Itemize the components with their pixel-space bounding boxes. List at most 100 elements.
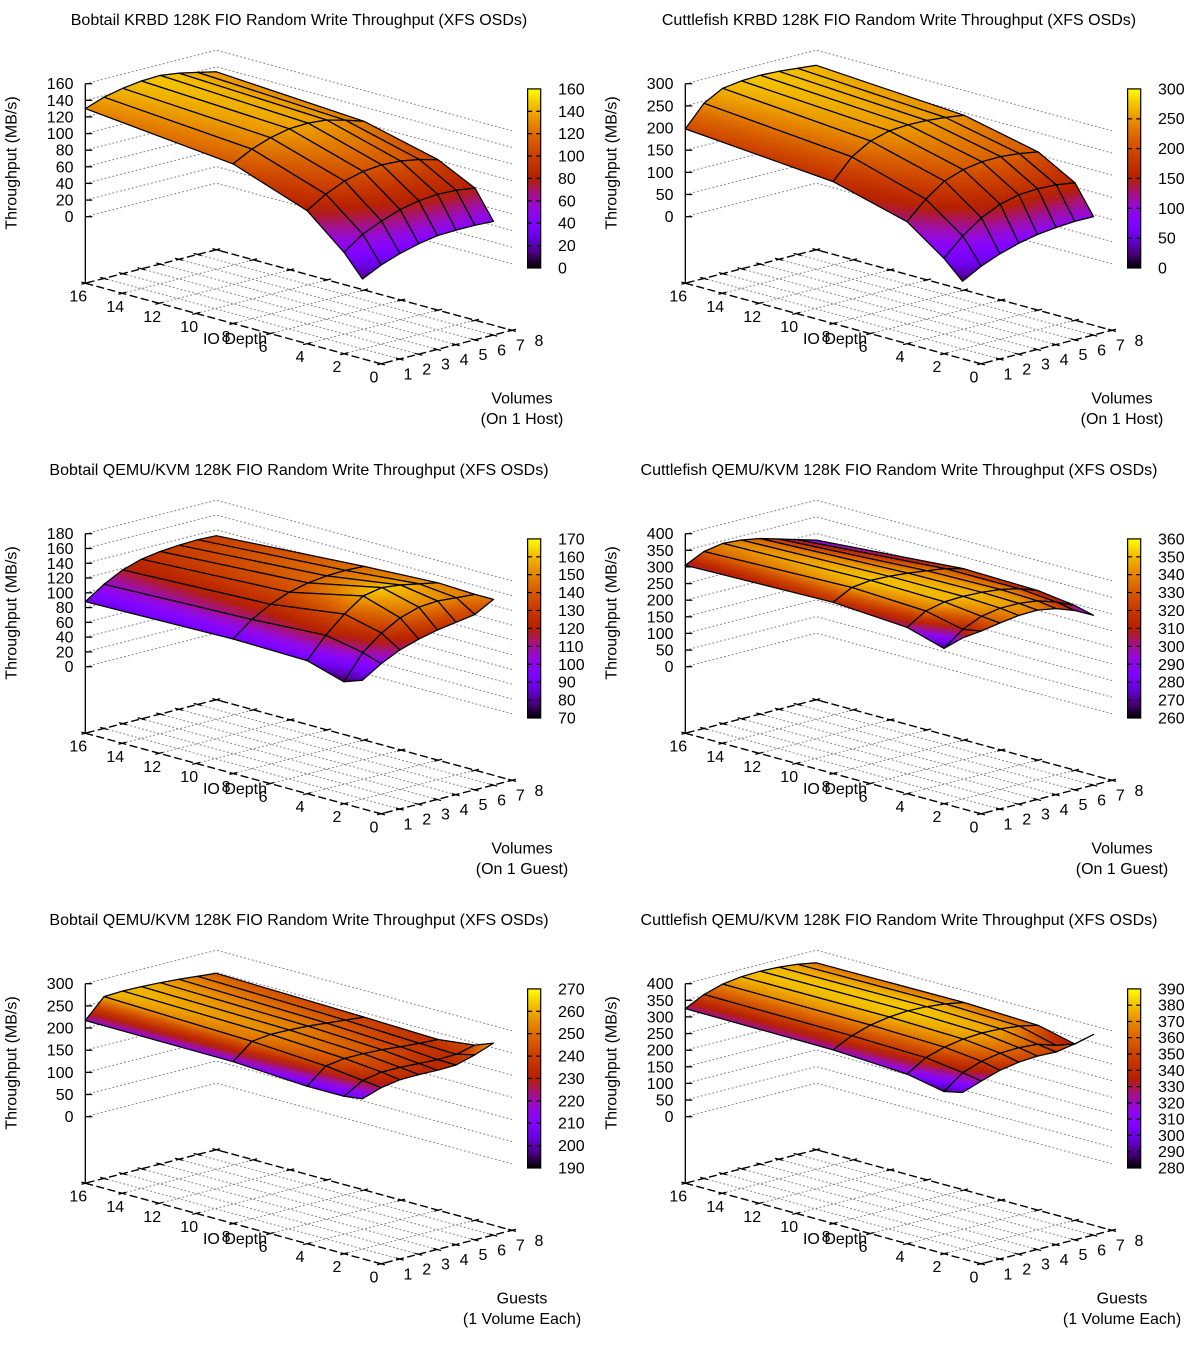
svg-text:100: 100 (1158, 201, 1185, 218)
svg-text:0: 0 (370, 819, 379, 836)
svg-text:80: 80 (56, 143, 74, 160)
svg-text:7: 7 (516, 1238, 525, 1255)
svg-text:80: 80 (56, 600, 74, 617)
svg-text:IO Depth: IO Depth (803, 331, 867, 348)
svg-text:Bobtail QEMU/KVM 128K FIO Rand: Bobtail QEMU/KVM 128K FIO Random Write T… (49, 462, 548, 479)
svg-text:100: 100 (47, 585, 74, 602)
svg-text:3: 3 (441, 1257, 450, 1274)
svg-text:300: 300 (647, 76, 674, 93)
svg-text:7: 7 (1116, 1238, 1125, 1255)
svg-text:150: 150 (47, 1043, 74, 1060)
svg-text:220: 220 (558, 1093, 585, 1110)
svg-text:Guests: Guests (497, 1291, 548, 1308)
svg-text:2: 2 (333, 359, 342, 376)
svg-text:Bobtail KRBD 128K FIO Random W: Bobtail KRBD 128K FIO Random Write Throu… (71, 12, 527, 29)
svg-text:300: 300 (47, 976, 74, 993)
svg-text:Guests: Guests (1097, 1291, 1148, 1308)
svg-text:3: 3 (441, 807, 450, 824)
svg-text:12: 12 (143, 309, 161, 326)
svg-text:380: 380 (1158, 998, 1185, 1015)
svg-text:6: 6 (259, 789, 268, 806)
svg-text:8: 8 (1135, 333, 1144, 350)
svg-text:300: 300 (647, 559, 674, 576)
svg-text:280: 280 (1158, 1161, 1185, 1178)
svg-text:370: 370 (1158, 1014, 1185, 1031)
svg-text:10: 10 (180, 1219, 198, 1236)
svg-text:200: 200 (647, 1043, 674, 1060)
svg-text:210: 210 (558, 1116, 585, 1133)
svg-text:2: 2 (1022, 812, 1031, 829)
svg-text:6: 6 (859, 339, 868, 356)
svg-text:3: 3 (441, 357, 450, 374)
svg-text:5: 5 (478, 347, 487, 364)
svg-text:6: 6 (1097, 792, 1106, 809)
svg-text:7: 7 (516, 788, 525, 805)
svg-text:350: 350 (647, 543, 674, 560)
svg-text:(1 Volume Each): (1 Volume Each) (1063, 1311, 1181, 1328)
svg-text:16: 16 (669, 289, 687, 306)
svg-text:90: 90 (558, 675, 576, 692)
svg-text:16: 16 (669, 739, 687, 756)
svg-text:190: 190 (558, 1161, 585, 1178)
svg-text:150: 150 (1158, 171, 1185, 188)
svg-text:290: 290 (1158, 657, 1185, 674)
svg-text:2: 2 (933, 359, 942, 376)
svg-text:8: 8 (222, 779, 231, 796)
svg-text:10: 10 (780, 769, 798, 786)
svg-text:0: 0 (65, 209, 74, 226)
svg-text:6: 6 (1097, 1242, 1106, 1259)
svg-text:14: 14 (106, 1199, 124, 1216)
svg-text:12: 12 (743, 309, 761, 326)
svg-text:400: 400 (647, 526, 674, 543)
svg-text:4: 4 (1060, 352, 1069, 369)
svg-text:IO Depth: IO Depth (203, 1231, 267, 1248)
svg-text:270: 270 (558, 981, 585, 998)
svg-text:0: 0 (970, 369, 979, 386)
svg-text:260: 260 (558, 1004, 585, 1021)
svg-text:6: 6 (1097, 342, 1106, 359)
svg-text:16: 16 (669, 1189, 687, 1206)
svg-text:14: 14 (106, 299, 124, 316)
svg-text:Cuttlefish QEMU/KVM 128K FIO R: Cuttlefish QEMU/KVM 128K FIO Random Writ… (641, 912, 1158, 929)
svg-text:120: 120 (558, 621, 585, 638)
svg-text:12: 12 (143, 1209, 161, 1226)
svg-text:320: 320 (1158, 603, 1185, 620)
svg-text:300: 300 (647, 1009, 674, 1026)
svg-text:80: 80 (558, 171, 576, 188)
svg-text:340: 340 (1158, 567, 1185, 584)
svg-text:330: 330 (1158, 1079, 1185, 1096)
svg-text:5: 5 (478, 797, 487, 814)
svg-text:2: 2 (933, 809, 942, 826)
svg-text:6: 6 (497, 1242, 506, 1259)
svg-text:1: 1 (404, 366, 413, 383)
svg-text:(On 1 Guest): (On 1 Guest) (476, 861, 568, 878)
svg-text:280: 280 (1158, 675, 1185, 692)
svg-text:8: 8 (535, 783, 544, 800)
svg-text:0: 0 (665, 1109, 674, 1126)
svg-text:8: 8 (1135, 1233, 1144, 1250)
svg-text:120: 120 (47, 109, 74, 126)
svg-text:260: 260 (1158, 711, 1185, 728)
svg-text:100: 100 (47, 1065, 74, 1082)
svg-text:310: 310 (1158, 621, 1185, 638)
svg-text:1: 1 (404, 1266, 413, 1283)
svg-text:2: 2 (333, 1259, 342, 1276)
svg-text:4: 4 (896, 799, 905, 816)
svg-text:6: 6 (859, 1239, 868, 1256)
svg-text:160: 160 (558, 81, 585, 98)
svg-text:Throughput (MB/s): Throughput (MB/s) (604, 996, 621, 1129)
svg-text:160: 160 (47, 541, 74, 558)
svg-text:2: 2 (422, 812, 431, 829)
svg-text:14: 14 (706, 1199, 724, 1216)
svg-text:6: 6 (497, 342, 506, 359)
svg-text:4: 4 (296, 799, 305, 816)
svg-text:1: 1 (1004, 366, 1013, 383)
svg-text:50: 50 (1158, 231, 1176, 248)
svg-text:10: 10 (180, 769, 198, 786)
svg-text:160: 160 (558, 549, 585, 566)
svg-text:(1 Volume Each): (1 Volume Each) (463, 1311, 581, 1328)
svg-text:300: 300 (1158, 1128, 1185, 1145)
svg-text:Volumes: Volumes (491, 841, 552, 858)
svg-text:8: 8 (822, 1229, 831, 1246)
svg-text:3: 3 (1041, 1257, 1050, 1274)
